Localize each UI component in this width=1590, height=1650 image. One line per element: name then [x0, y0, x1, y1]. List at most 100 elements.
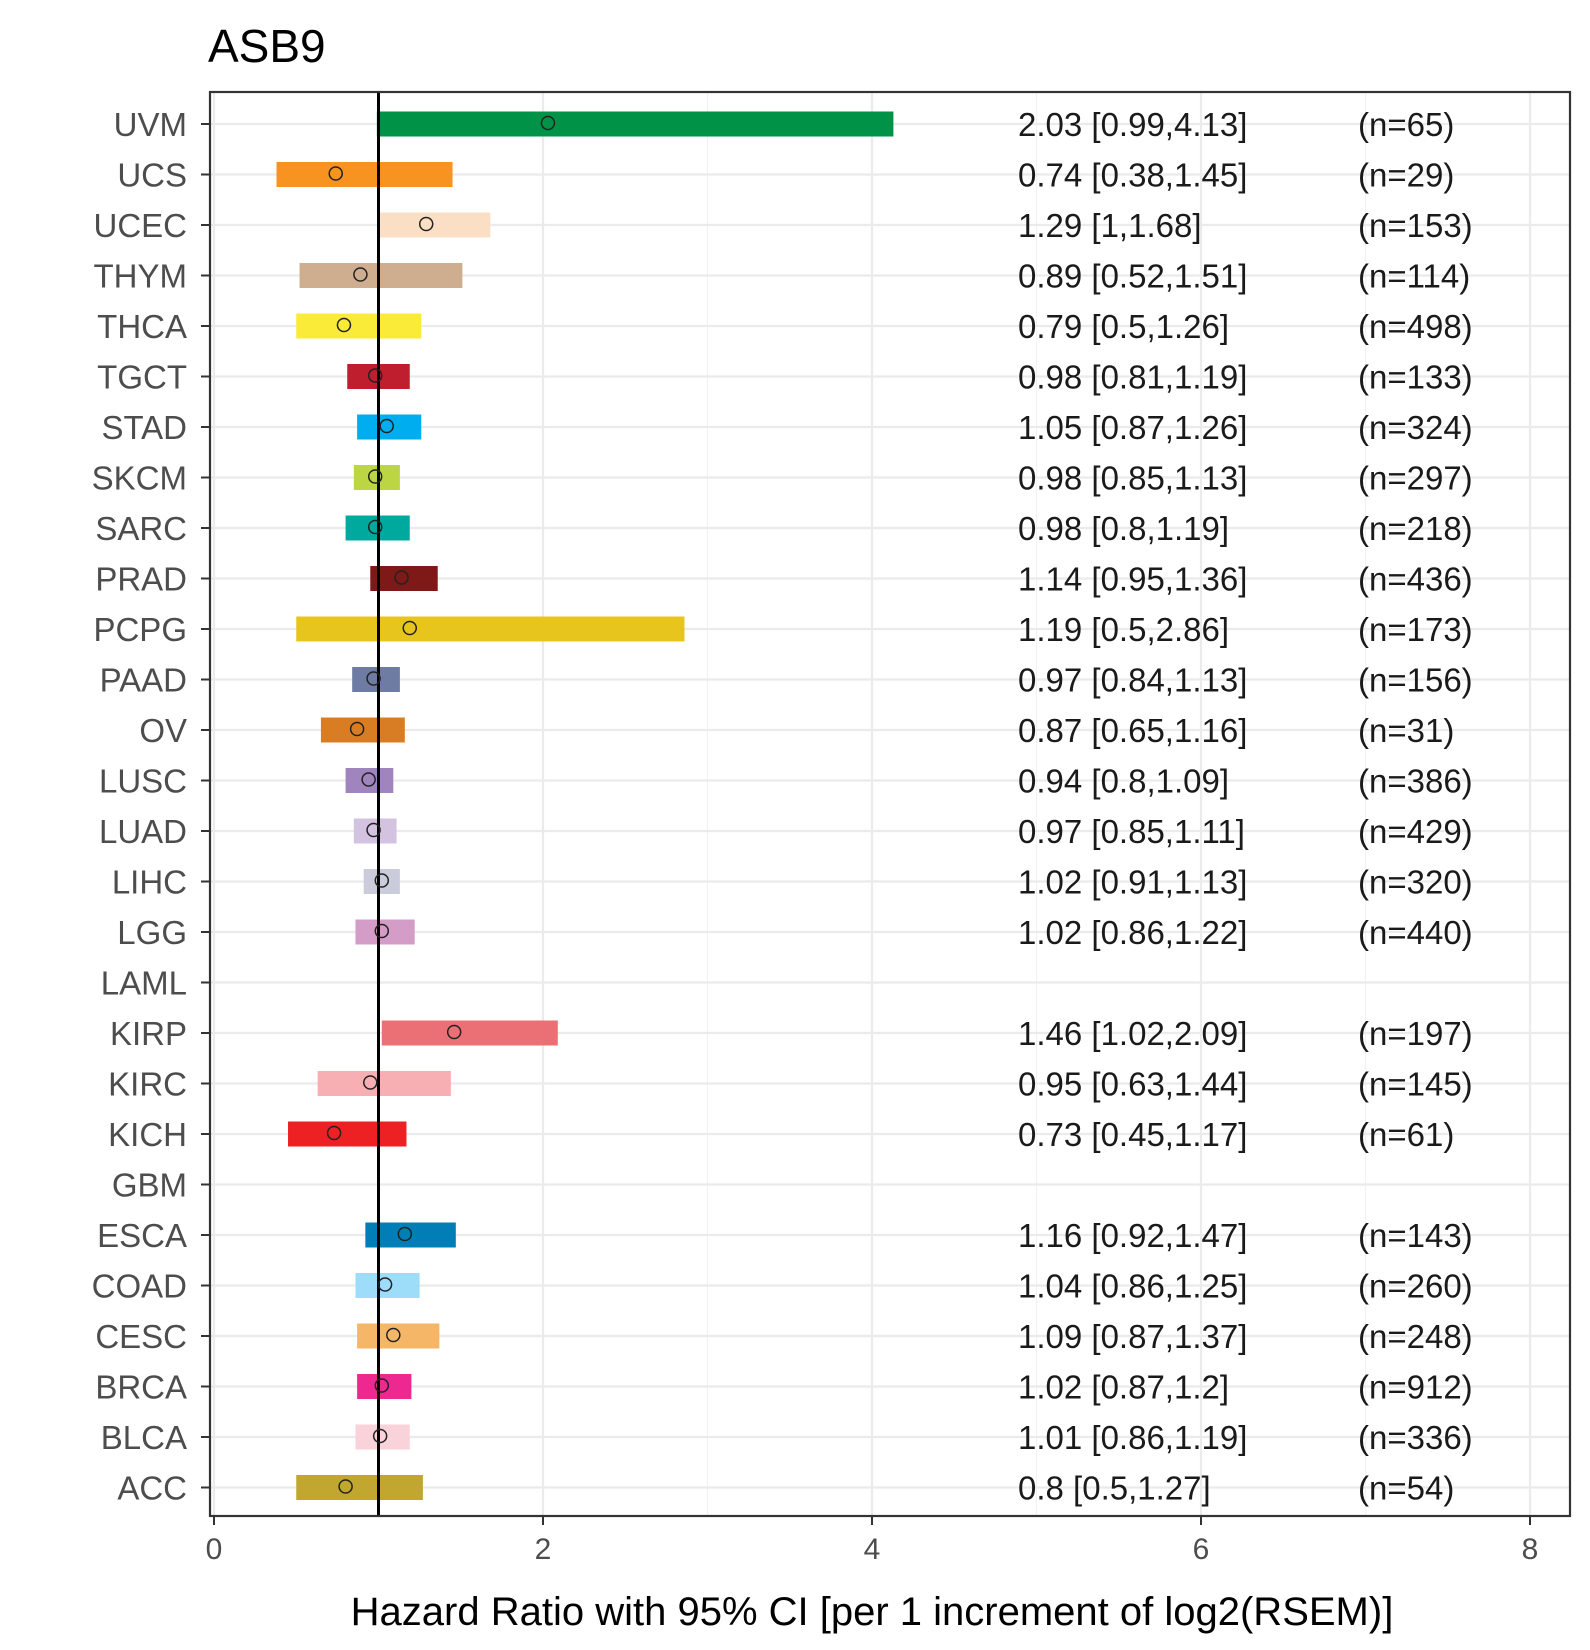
- hr-point: [374, 1378, 390, 1393]
- hr-value-label: 0.98 [0.81,1.19]: [1018, 359, 1247, 396]
- hr-point: [336, 317, 352, 333]
- x-tick-label: 4: [864, 1533, 881, 1566]
- sample-size-label: (n=912): [1358, 1369, 1473, 1406]
- y-tick-label: SKCM: [92, 460, 187, 497]
- hr-value-label: 1.19 [0.5,2.86]: [1018, 611, 1229, 648]
- sample-size-label: (n=429): [1358, 813, 1473, 850]
- ci-bar: [345, 768, 394, 793]
- y-tick-label: GBM: [112, 1167, 187, 1204]
- ci-bar: [296, 1475, 423, 1500]
- ci-bar: [352, 667, 400, 692]
- y-tick-label: BRCA: [95, 1369, 187, 1406]
- ci-bar: [299, 263, 463, 288]
- hr-point: [326, 1125, 342, 1141]
- hr-point: [338, 1479, 353, 1494]
- hr-value-label: 0.97 [0.85,1.11]: [1018, 813, 1245, 850]
- hr-value-label: 0.98 [0.8,1.19]: [1018, 510, 1229, 547]
- y-tick-label: UVM: [114, 106, 187, 143]
- hr-point: [446, 1024, 462, 1040]
- sample-size-label: (n=336): [1358, 1419, 1473, 1456]
- y-tick-label: PAAD: [100, 662, 187, 699]
- hr-value-label: 1.02 [0.87,1.2]: [1018, 1369, 1229, 1406]
- y-tick-label: UCEC: [93, 207, 187, 244]
- hr-value-label: 0.87 [0.65,1.16]: [1018, 712, 1247, 749]
- hr-value-label: 1.29 [1,1.68]: [1018, 207, 1201, 244]
- sample-size-label: (n=29): [1358, 157, 1454, 194]
- sample-size-label: (n=320): [1358, 864, 1473, 901]
- hr-point: [367, 368, 383, 383]
- sample-size-label: (n=61): [1358, 1116, 1454, 1153]
- x-tick-label: 2: [535, 1533, 552, 1566]
- hr-point: [353, 267, 368, 282]
- hr-value-label: 0.98 [0.85,1.13]: [1018, 460, 1247, 497]
- sample-size-label: (n=114): [1358, 258, 1470, 295]
- hr-value-label: 0.95 [0.63,1.44]: [1018, 1066, 1247, 1103]
- sample-size-label: (n=156): [1358, 662, 1473, 699]
- chart-title: ASB9: [208, 20, 326, 72]
- value-labels-layer: 2.03 [0.99,4.13] (n=65) 0.74 [0.38,1.45] (n…: [1018, 106, 1473, 1507]
- hr-point: [418, 216, 434, 232]
- ci-bar: [363, 869, 400, 894]
- hr-point: [394, 570, 409, 585]
- hr-value-label: 0.73 [0.45,1.17]: [1018, 1116, 1247, 1153]
- y-tick-label: COAD: [92, 1268, 187, 1305]
- ci-bar: [357, 1374, 412, 1399]
- hr-point: [366, 822, 381, 838]
- sample-size-label: (n=65): [1358, 106, 1454, 143]
- y-tick-label: OV: [139, 712, 187, 749]
- hr-value-label: 1.05 [0.87,1.26]: [1018, 409, 1247, 446]
- sample-size-label: (n=133): [1358, 359, 1473, 396]
- y-tick-label: LGG: [117, 914, 187, 951]
- ci-bar: [378, 212, 491, 238]
- y-tick-label: LUAD: [99, 813, 187, 850]
- y-tick-label: STAD: [101, 409, 187, 446]
- ci-bar: [317, 1071, 451, 1096]
- y-tick-label: LIHC: [112, 864, 187, 901]
- sample-size-label: (n=197): [1358, 1015, 1473, 1052]
- hr-value-label: 0.89 [0.52,1.51]: [1018, 258, 1247, 295]
- y-tick-label: LAML: [101, 965, 187, 1002]
- ci-bar: [353, 818, 397, 844]
- ci-bar: [357, 414, 422, 440]
- sample-size-label: (n=153): [1358, 207, 1473, 244]
- y-tick-label: UCS: [117, 157, 187, 194]
- hr-value-label: 1.09 [0.87,1.37]: [1018, 1318, 1247, 1355]
- sample-size-label: (n=436): [1358, 561, 1473, 598]
- y-tick-label: LUSC: [99, 763, 187, 800]
- ci-bar: [370, 566, 438, 591]
- sample-size-label: (n=145): [1358, 1066, 1473, 1103]
- sample-size-label: (n=31): [1358, 712, 1454, 749]
- ci-bar: [355, 1273, 420, 1298]
- sample-size-label: (n=386): [1358, 763, 1473, 800]
- sample-size-label: (n=440): [1358, 914, 1473, 951]
- hr-value-label: 1.46 [1.02,2.09]: [1018, 1015, 1247, 1052]
- sample-size-label: (n=143): [1358, 1217, 1473, 1254]
- y-tick-label: ACC: [117, 1470, 187, 1507]
- y-tick-label: THCA: [97, 308, 187, 345]
- axes-layer: UVM UCS UCEC THYM THCA TGCT STAD SKCM SARC PRAD PC…: [92, 90, 1572, 1566]
- hr-value-label: 1.01 [0.86,1.19]: [1018, 1419, 1247, 1456]
- y-tick-label: SARC: [95, 510, 187, 547]
- hr-value-label: 0.97 [0.84,1.13]: [1018, 662, 1247, 699]
- sample-size-label: (n=173): [1358, 611, 1473, 648]
- y-tick-label: KIRP: [110, 1015, 187, 1052]
- hr-point: [374, 923, 390, 939]
- hr-point: [374, 873, 390, 888]
- ci-bar: [288, 1121, 407, 1147]
- ci-bar: [296, 616, 685, 642]
- y-tick-label: ESCA: [97, 1217, 187, 1254]
- sample-size-label: (n=498): [1358, 308, 1473, 345]
- hr-point: [372, 1428, 388, 1444]
- sample-size-label: (n=324): [1358, 409, 1473, 446]
- hr-point: [402, 620, 418, 636]
- ci-bar: [381, 1020, 558, 1046]
- x-tick-label: 6: [1193, 1533, 1210, 1566]
- hr-point: [367, 519, 383, 535]
- hr-point: [361, 772, 376, 787]
- panel-border: [208, 90, 1572, 1518]
- hr-value-label: 1.02 [0.91,1.13]: [1018, 864, 1247, 901]
- hr-point: [540, 115, 556, 131]
- y-tick-label: PCPG: [93, 611, 187, 648]
- hr-point: [328, 166, 343, 181]
